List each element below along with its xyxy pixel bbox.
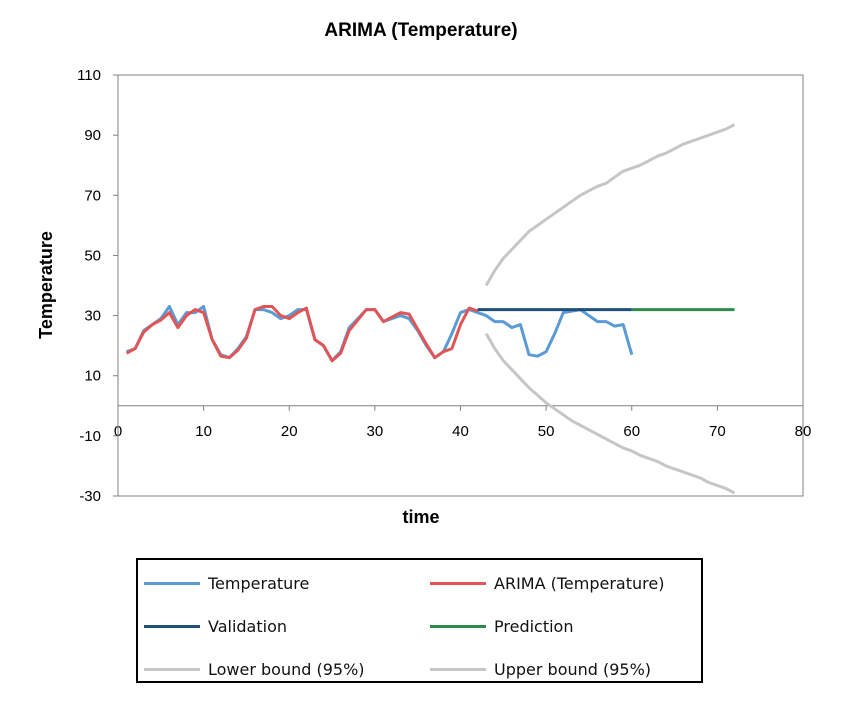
legend-swatch-temperature [144, 581, 200, 585]
plot-area-border [117, 74, 804, 497]
series-line-lower-bound [484, 332, 736, 495]
x-tick-label: 10 [195, 423, 212, 440]
legend-label-arima: ARIMA (Temperature) [494, 573, 665, 593]
y-tick-label: 30 [84, 308, 101, 325]
legend-item-prediction: Prediction [430, 615, 573, 637]
legend-item-validation: Validation [144, 615, 287, 637]
series-line-upper-bound [484, 123, 736, 287]
legend-item-temperature: Temperature [144, 572, 309, 594]
x-tick-label: 30 [367, 423, 384, 440]
legend-swatch-validation [144, 624, 200, 628]
x-axis-ticks: 0 10 20 30 40 50 60 70 80 [114, 405, 811, 440]
legend-label-lower-bound: Lower bound (95%) [208, 659, 365, 679]
legend: Temperature ARIMA (Temperature) Validati… [136, 558, 703, 683]
y-tick-label: 50 [84, 247, 101, 264]
legend-label-prediction: Prediction [494, 616, 574, 636]
x-tick-label: 70 [709, 423, 726, 440]
y-tick-label: -30 [79, 488, 101, 505]
y-tick-label: 110 [77, 67, 101, 84]
x-tick-label: 60 [623, 423, 640, 440]
x-axis-title: time [402, 507, 439, 527]
y-tick-label: 10 [84, 368, 101, 385]
chart-title: ARIMA (Temperature) [324, 20, 517, 41]
y-axis-title: Temperature [36, 231, 56, 339]
legend-swatch-arima [430, 581, 486, 585]
legend-swatch-upper-bound [430, 667, 486, 671]
legend-item-lower-bound: Lower bound (95%) [144, 658, 365, 680]
x-tick-label: 20 [281, 423, 298, 440]
legend-swatch-lower-bound [144, 667, 200, 671]
legend-item-upper-bound: Upper bound (95%) [430, 658, 651, 680]
y-tick-label: 70 [84, 187, 101, 204]
y-axis-ticks: -30 -10 10 30 50 70 90 110 [77, 67, 118, 505]
x-tick-label: 40 [452, 423, 469, 440]
series-layer [125, 123, 736, 495]
legend-label-upper-bound: Upper bound (95%) [494, 659, 652, 679]
legend-swatch-prediction [430, 624, 486, 628]
legend-label-temperature: Temperature [208, 573, 310, 593]
y-tick-label: -10 [79, 428, 101, 445]
y-tick-label: 90 [84, 127, 101, 144]
series-line-arima [125, 305, 479, 363]
legend-label-validation: Validation [208, 616, 288, 636]
legend-item-arima: ARIMA (Temperature) [430, 572, 664, 594]
x-tick-label: 50 [538, 423, 555, 440]
